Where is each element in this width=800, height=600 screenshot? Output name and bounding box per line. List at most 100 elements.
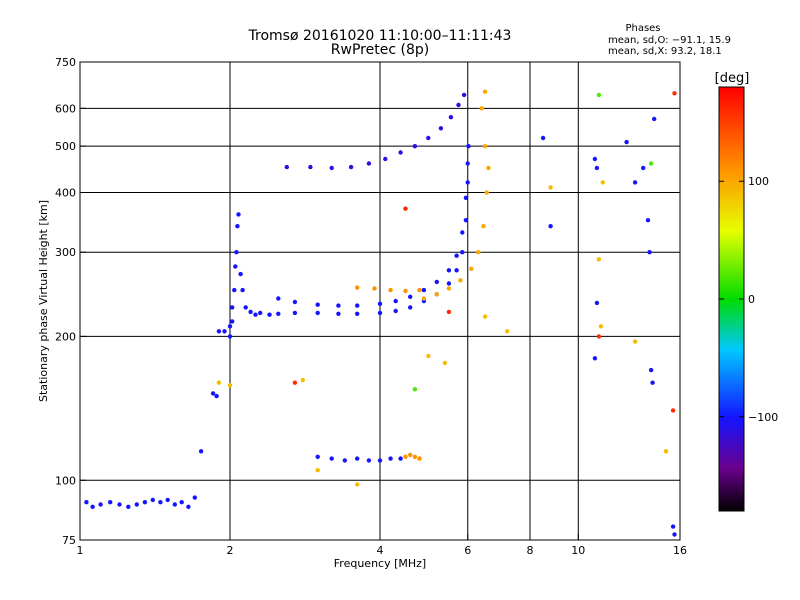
stats-title: Phases: [625, 23, 660, 34]
data-point: [329, 165, 334, 171]
data-point: [486, 165, 491, 171]
data-point: [446, 286, 452, 291]
data-point: [648, 367, 654, 373]
chart-subtitle: RwPretec (8p): [331, 42, 429, 58]
data-point: [466, 144, 471, 149]
data-point: [417, 287, 422, 293]
data-point: [158, 500, 163, 505]
data-point: [505, 329, 510, 334]
data-point: [355, 285, 360, 290]
data-point: [342, 458, 347, 463]
data-point: [598, 324, 604, 329]
data-point: [393, 308, 398, 314]
data-point: [403, 288, 408, 294]
data-point: [465, 161, 470, 166]
data-point: [403, 454, 408, 459]
data-point: [663, 449, 669, 454]
data-point: [482, 314, 488, 319]
x-tick-label: 6: [464, 544, 471, 557]
data-point: [641, 165, 646, 171]
grid-lines: [80, 62, 680, 540]
data-point: [336, 303, 341, 308]
data-point: [243, 305, 248, 310]
data-point: [216, 380, 222, 385]
data-point: [108, 500, 113, 505]
data-point: [355, 311, 360, 316]
data-point: [632, 180, 638, 185]
colorbar-tick-label: −100: [748, 411, 778, 424]
data-point: [192, 495, 197, 500]
data-point: [300, 377, 305, 383]
data-point: [648, 161, 654, 166]
data-point: [426, 353, 431, 359]
data-point: [248, 309, 253, 315]
data-point: [481, 224, 486, 229]
data-point: [670, 524, 676, 529]
data-point: [227, 383, 233, 388]
data-point: [388, 456, 393, 461]
data-point: [596, 257, 602, 262]
data-point: [652, 116, 657, 122]
data-point: [235, 224, 240, 229]
data-point: [372, 286, 377, 291]
y-tick-label: 100: [55, 474, 76, 487]
data-point: [355, 456, 360, 461]
data-point: [377, 310, 383, 316]
data-point: [456, 102, 461, 108]
data-point: [126, 504, 131, 509]
data-point: [650, 380, 655, 385]
data-point: [540, 135, 546, 141]
data-point: [434, 279, 439, 285]
data-point: [198, 449, 204, 454]
data-point: [216, 329, 222, 334]
data-point: [258, 310, 263, 316]
data-point: [388, 287, 393, 293]
data-point: [442, 360, 448, 366]
y-tick-label: 600: [55, 102, 76, 115]
data-point: [240, 287, 245, 293]
y-axis-ticks: 75 100 200 300 400 500 600 750: [55, 56, 86, 547]
data-point: [548, 224, 553, 229]
x-tick-label: 16: [673, 544, 687, 557]
data-point: [412, 144, 418, 149]
data-point: [232, 287, 237, 293]
data-point: [292, 299, 298, 305]
data-point: [461, 92, 467, 98]
data-point: [596, 334, 602, 339]
data-point: [408, 452, 413, 458]
data-point: [227, 334, 233, 339]
data-point: [596, 92, 602, 98]
y-tick-label: 75: [62, 534, 76, 547]
data-point: [233, 264, 238, 269]
x-axis-label: Frequency [MHz]: [334, 557, 426, 570]
data-point: [84, 500, 89, 505]
data-point: [412, 387, 418, 392]
data-point: [426, 135, 431, 141]
data-point: [276, 296, 281, 301]
data-point: [463, 195, 469, 200]
data-point: [284, 164, 289, 170]
data-point: [408, 305, 413, 310]
data-point: [234, 250, 239, 255]
data-point: [482, 89, 488, 94]
data-point: [403, 206, 408, 211]
data-point: [236, 212, 241, 217]
colorbar-tick-label: 0: [748, 293, 755, 306]
data-point: [421, 296, 427, 301]
data-point: [308, 164, 313, 170]
data-point: [421, 287, 427, 293]
data-point: [446, 268, 452, 273]
x-tick-label: 2: [227, 544, 234, 557]
stats-x-mode: mean, sd,X: 93.2, 18.1: [608, 46, 722, 57]
x-tick-label: 1: [77, 544, 84, 557]
data-point: [448, 115, 454, 120]
data-point: [469, 266, 474, 271]
data-point: [230, 305, 235, 310]
data-point: [592, 156, 598, 162]
data-point: [315, 454, 320, 459]
data-point: [594, 300, 600, 306]
data-point: [458, 278, 463, 283]
data-point: [377, 301, 383, 306]
data-point: [417, 456, 422, 461]
data-point: [186, 504, 191, 509]
